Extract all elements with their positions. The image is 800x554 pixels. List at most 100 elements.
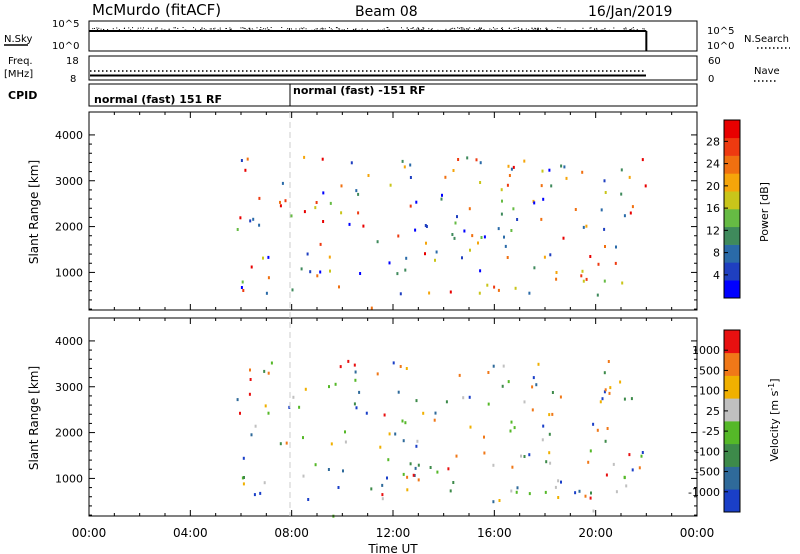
nsearch-point <box>313 29 315 31</box>
data-cell <box>394 432 397 436</box>
nsearch-point <box>285 29 287 31</box>
nsearch-point <box>322 29 324 31</box>
nsearch-point <box>251 28 253 30</box>
nsearch-point <box>219 27 221 29</box>
nsearch-point <box>263 28 265 30</box>
data-cell <box>303 210 306 214</box>
nsearch-point <box>229 27 231 29</box>
data-cell <box>397 234 400 238</box>
nsearch-point <box>240 27 242 29</box>
data-cell <box>628 175 631 179</box>
nsearch-point <box>501 27 503 29</box>
data-cell <box>381 483 384 487</box>
data-cell <box>531 385 534 389</box>
station-title: McMurdo (fitACF) <box>92 1 221 19</box>
nsearch-point <box>195 28 197 30</box>
nsearch-point <box>462 27 464 29</box>
colorbar-swatch <box>724 120 740 139</box>
nsearch-point <box>261 29 263 31</box>
data-cell <box>279 204 282 208</box>
nsearch-point <box>168 28 170 30</box>
nsearch-tick-bottom: 10^0 <box>707 41 734 52</box>
nsky-tick-bottom: 10^0 <box>52 41 79 52</box>
data-cell <box>631 205 634 209</box>
data-cell <box>475 158 478 162</box>
data-cell <box>603 371 606 375</box>
data-cell <box>249 219 252 223</box>
data-cell <box>493 285 496 289</box>
nsearch-point <box>377 29 379 31</box>
velocity-panel: 1000 2000 3000 4000 Slant Range [km] <box>27 317 698 518</box>
nsearch-point <box>107 29 109 31</box>
nsearch-point <box>537 29 539 31</box>
freq-unit-label: [MHz] <box>4 69 33 80</box>
data-cell <box>365 411 368 415</box>
data-cell <box>415 399 418 403</box>
data-cell <box>244 168 247 172</box>
data-cell <box>242 482 245 486</box>
data-cell <box>249 368 251 372</box>
nsearch-point <box>441 29 443 31</box>
nsearch-point <box>418 27 420 29</box>
nsearch-point <box>416 28 418 30</box>
nsearch-point <box>643 28 645 30</box>
nave-label: Nave <box>754 66 780 77</box>
nsearch-point <box>112 28 114 30</box>
nsearch-point <box>210 28 212 30</box>
nsearch-point <box>130 29 132 31</box>
nsearch-point <box>508 27 510 29</box>
data-cell <box>592 509 595 513</box>
nsearch-point <box>467 29 469 31</box>
nsearch-point <box>388 29 390 31</box>
nsearch-point <box>305 28 307 30</box>
data-cell <box>316 274 319 278</box>
colorbar-tick-label: 1000 <box>692 344 720 357</box>
nsearch-point <box>406 27 408 29</box>
nsearch-point <box>336 27 338 29</box>
nsearch-point <box>244 28 246 30</box>
data-cell <box>236 228 239 231</box>
data-cell <box>402 439 405 443</box>
power-y-axis-label: Slant Range [km] <box>27 160 41 264</box>
data-cell <box>541 169 544 173</box>
data-cell <box>574 491 577 495</box>
data-cell <box>549 253 552 257</box>
data-cell <box>523 400 526 404</box>
data-cell <box>252 217 255 221</box>
velocity-heatmap-data <box>236 359 644 518</box>
colorbar-tick-label: -25 <box>702 425 720 438</box>
data-cell <box>406 488 409 492</box>
y-tick-label: 2000 <box>55 427 83 440</box>
data-cell <box>424 252 426 256</box>
cpid-label: CPID <box>8 89 37 102</box>
nsearch-point <box>335 27 337 29</box>
data-cell <box>604 439 607 443</box>
data-cell <box>599 400 602 404</box>
nsearch-point <box>534 27 536 29</box>
data-cell <box>487 402 490 406</box>
data-cell <box>612 462 615 466</box>
nsearch-point <box>464 29 466 31</box>
data-cell <box>589 496 592 500</box>
data-cell <box>327 468 330 471</box>
nsearch-point <box>559 27 561 29</box>
nsearch-point <box>596 29 598 31</box>
data-cell <box>520 454 522 458</box>
data-cell <box>416 439 419 443</box>
data-cell <box>477 241 479 245</box>
data-cell <box>250 265 253 269</box>
data-cell <box>507 380 510 384</box>
velocity-x-ticks <box>88 318 698 516</box>
nsearch-point <box>260 27 262 29</box>
data-cell <box>592 422 595 426</box>
data-cell <box>574 208 577 211</box>
data-cell <box>528 291 531 295</box>
data-cell <box>641 451 644 454</box>
data-cell <box>469 425 472 429</box>
nsearch-point <box>338 28 340 30</box>
data-cell <box>355 406 358 410</box>
nsearch-point <box>246 29 248 31</box>
nsearch-point <box>642 28 644 30</box>
data-cell <box>542 197 545 201</box>
nsearch-point <box>407 29 409 31</box>
